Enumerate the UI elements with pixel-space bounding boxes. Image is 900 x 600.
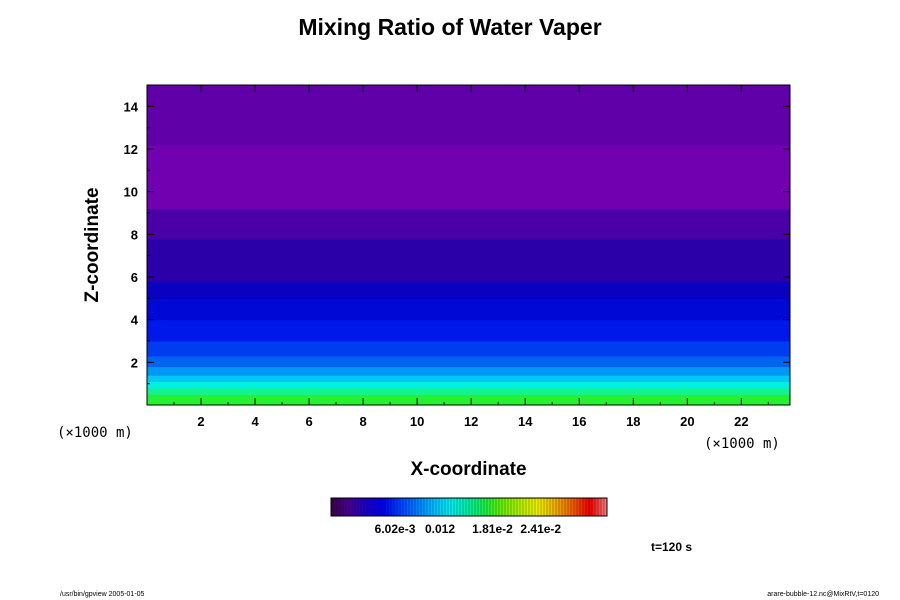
x-ticks: 2 4 6 8 10 12 14 16 18 20 22 <box>173 85 769 429</box>
plot-bands <box>147 85 790 406</box>
field-band-12 <box>147 144 790 210</box>
time-annotation: t=120 s <box>651 540 693 554</box>
chart-title: Mixing Ratio of Water Vaper <box>298 14 602 40</box>
x-tick-label: 8 <box>360 414 367 429</box>
field-band-13 <box>147 85 790 146</box>
y-axis-unit: (×1000 m) <box>57 425 133 441</box>
x-tick-label: 16 <box>572 414 586 429</box>
plot-frame <box>146 84 791 406</box>
x-tick-label: 2 <box>197 414 204 429</box>
y-tick-label: 4 <box>131 313 139 328</box>
field-band-6 <box>147 341 790 357</box>
y-tick-label: 10 <box>124 185 138 200</box>
x-tick-label: 18 <box>626 414 640 429</box>
field-band-1 <box>147 387 790 395</box>
field-band-4 <box>147 366 790 376</box>
field-band-0 <box>147 394 790 406</box>
field-band-8 <box>147 298 790 321</box>
y-tick-label: 14 <box>124 99 139 114</box>
footer-left: /usr/bin/gpview 2005-01-05 <box>60 591 145 598</box>
x-axis-label: X-coordinate <box>410 459 527 480</box>
x-tick-label: 22 <box>734 414 748 429</box>
x-tick-label: 4 <box>251 414 259 429</box>
y-tick-label: 12 <box>124 142 138 157</box>
field-band-2 <box>147 381 790 389</box>
y-tick-label: 8 <box>131 227 138 242</box>
y-tick-label: 6 <box>131 270 138 285</box>
x-tick-label: 12 <box>464 414 478 429</box>
field-band-10 <box>147 238 790 282</box>
y-ticks: 2 4 6 8 10 12 14 <box>124 99 790 385</box>
x-tick-label: 20 <box>680 414 694 429</box>
x-axis-unit: (×1000 m) <box>704 436 780 452</box>
field-band-3 <box>147 375 790 383</box>
field-band-7 <box>147 319 790 342</box>
footer-right: arare-bubble-12.nc@MixRtV,t=0120 <box>767 591 879 598</box>
colorbar: 6.02e-3 0.012 1.81e-2 2.41e-2 <box>330 497 608 536</box>
x-tick-label: 14 <box>518 414 533 429</box>
colorbar-tick-label: 1.81e-2 <box>472 522 513 536</box>
field-band-9 <box>147 281 790 299</box>
x-tick-label: 6 <box>305 414 312 429</box>
field-band-11 <box>147 208 790 240</box>
colorbar-tick-label: 6.02e-3 <box>375 522 416 536</box>
y-tick-label: 2 <box>131 355 138 370</box>
colorbar-tick-label: 2.41e-2 <box>520 522 561 536</box>
colorbar-tick-label: 0.012 <box>425 522 455 536</box>
x-tick-label: 10 <box>410 414 424 429</box>
field-band-5 <box>147 355 790 368</box>
